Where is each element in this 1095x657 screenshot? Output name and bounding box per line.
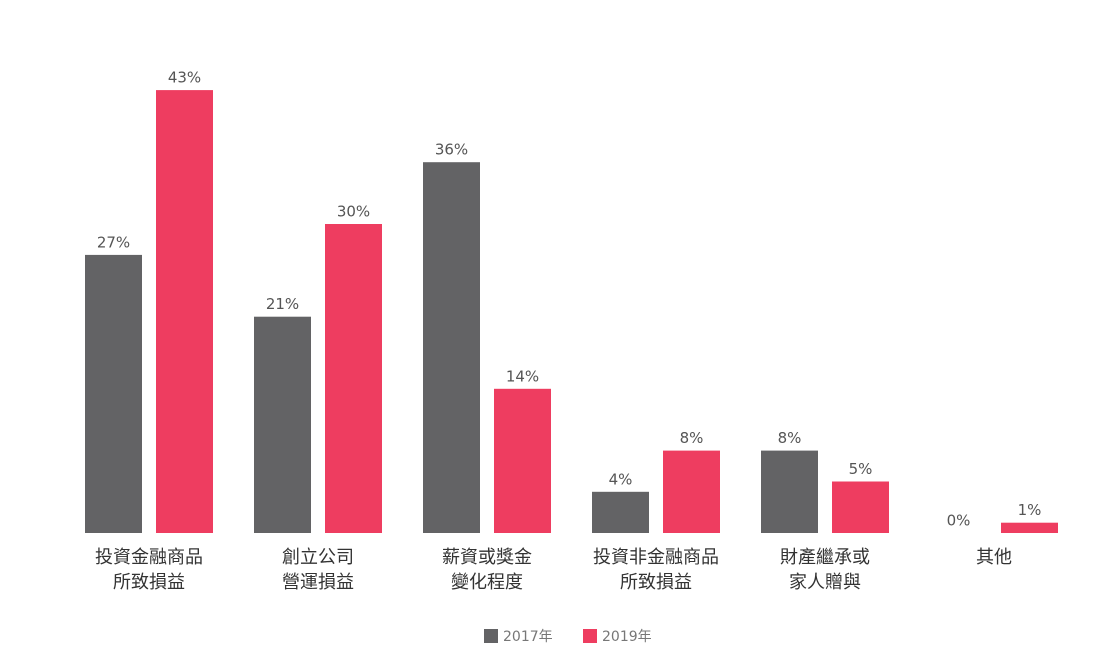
bar	[254, 316, 311, 533]
value-label: 0%	[947, 512, 971, 530]
bar	[423, 162, 480, 533]
x-tick-label: 薪資或獎金變化程度	[442, 547, 532, 593]
x-tick-label: 投資金融商品所致損益	[95, 547, 203, 593]
value-label: 27%	[97, 233, 130, 251]
legend-swatch	[484, 629, 498, 643]
value-label: 14%	[506, 367, 539, 385]
value-label: 36%	[435, 141, 468, 159]
value-label: 8%	[680, 429, 704, 447]
x-tick-label: 創立公司營運損益	[282, 547, 354, 593]
bar	[1001, 522, 1058, 533]
value-label: 30%	[337, 203, 370, 221]
x-tick-label: 其他	[976, 547, 1012, 568]
legend-label: 2019年	[602, 629, 652, 645]
value-label: 1%	[1018, 501, 1042, 519]
legend-label: 2017年	[503, 629, 553, 645]
value-label: 43%	[168, 69, 201, 87]
x-tick-label: 投資非金融商品所致損益	[593, 547, 719, 593]
value-label: 21%	[266, 295, 299, 313]
value-label: 5%	[849, 460, 873, 478]
legend-swatch	[583, 629, 597, 643]
bar	[761, 450, 818, 533]
bar	[663, 450, 720, 533]
bar	[156, 90, 213, 533]
value-label: 8%	[778, 429, 802, 447]
x-tick-label: 財產繼承或家人贈與	[780, 547, 870, 593]
bar	[85, 254, 142, 533]
value-label: 4%	[609, 470, 633, 488]
bar	[832, 481, 889, 533]
bar	[325, 224, 382, 533]
bar	[494, 388, 551, 533]
bar	[592, 491, 649, 533]
